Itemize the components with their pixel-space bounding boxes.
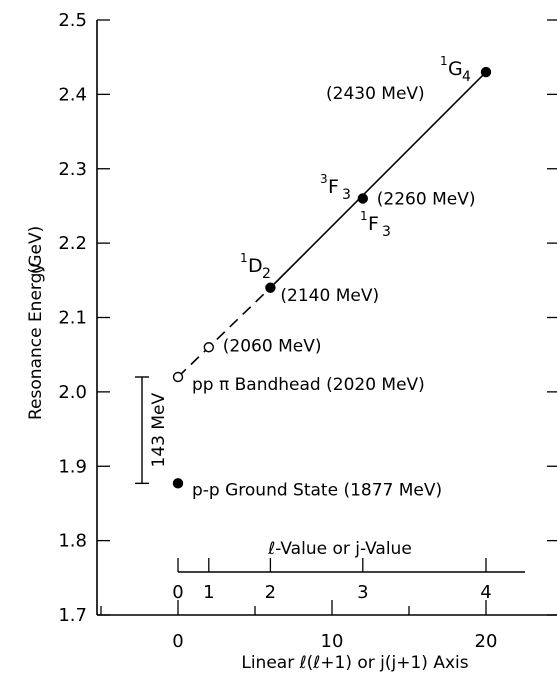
state-label-superscript: 1 — [440, 54, 448, 68]
data-point-filled — [480, 66, 492, 78]
solid-trend-line — [269, 71, 487, 289]
y-tick-label: 1.7 — [58, 605, 87, 626]
state-label-subscript: 3 — [382, 224, 391, 240]
y-tick-label: 2.3 — [58, 159, 87, 180]
state-label-superscript: 1 — [360, 209, 368, 223]
point-label: (2260 MeV) — [377, 190, 476, 210]
data-point-filled — [265, 282, 276, 293]
data-point-filled — [172, 478, 184, 489]
secondary-x-axis-title: ℓ-Value or j-Value — [267, 539, 412, 559]
point-label: (2140 MeV) — [280, 286, 379, 306]
data-point-open — [203, 342, 215, 353]
secondary-x-tick-label: 1 — [203, 582, 214, 603]
y-tick-label: 2.4 — [58, 84, 87, 105]
data-point-filled — [357, 193, 368, 204]
y-ticks: 1.7 1.8 1.9 2.0 2.1 2.2 2.3 2.4 2.5 — [58, 10, 557, 626]
y-axis-unit: (GeV) — [26, 226, 46, 275]
x-ticks: 0 10 20 — [100, 600, 498, 652]
dashed-trend-line — [177, 287, 271, 378]
y-tick-label: 2.2 — [58, 233, 87, 254]
x-axis-title: Linear ℓ(ℓ+1) or j(j+1) Axis — [241, 653, 468, 673]
data-series — [172, 66, 492, 489]
state-label-subscript: 4 — [462, 69, 471, 85]
x-tick-label: 0 — [172, 631, 183, 652]
bandhead-label: pp π Bandhead (2020 MeV) — [192, 375, 425, 395]
y-axis-title: Resonance Energy — [26, 263, 46, 420]
y-tick-label: 1.9 — [58, 456, 87, 477]
secondary-x-tick-label: 0 — [172, 582, 183, 603]
state-label-subscript: 2 — [262, 266, 271, 282]
y-tick-label: 1.8 — [58, 531, 87, 552]
state-label-superscript: 1 — [240, 251, 248, 265]
point-label: p-p Ground State (1877 MeV) — [192, 480, 442, 500]
y-tick-label: 2.0 — [58, 382, 87, 403]
secondary-x-tick-label: 3 — [357, 582, 368, 603]
x-tick-label: 10 — [321, 631, 344, 652]
state-label-letter: G — [448, 58, 463, 80]
secondary-x-tick-label: 4 — [480, 582, 491, 603]
state-label-letter: F — [368, 213, 379, 235]
annotations: (2060 MeV) (2140 MeV) (2260 MeV) (2430 MeV)… — [135, 54, 476, 500]
y-tick-label: 2.1 — [58, 308, 87, 329]
point-label: (2430 MeV) — [326, 84, 425, 104]
state-label-superscript: 3 — [320, 172, 328, 186]
state-label-letter: D — [248, 255, 263, 277]
secondary-x-tick-label: 2 — [265, 582, 276, 603]
data-point-open — [172, 371, 184, 383]
bracket-label: 143 MeV — [149, 393, 169, 468]
state-label-subscript: 3 — [342, 187, 351, 203]
y-tick-label: 2.5 — [58, 10, 87, 31]
x-tick-label: 20 — [475, 631, 498, 652]
state-label-letter: F — [328, 176, 339, 198]
point-label: (2060 MeV) — [223, 336, 322, 356]
